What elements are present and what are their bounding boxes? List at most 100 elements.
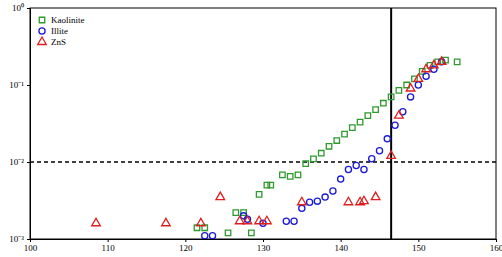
point [295, 172, 300, 177]
point [291, 218, 297, 224]
plot: 100 110 120 130 140 150 160 10⁻³ 10⁻² 10⁻¹ 10⁰ Kaol… [9, 3, 502, 253]
point [303, 161, 308, 166]
point [197, 218, 206, 225]
y-tick-label: 10⁰ [12, 3, 24, 13]
point [268, 182, 273, 187]
point [371, 192, 380, 199]
y-tick: 10⁻² [9, 157, 30, 167]
point [334, 138, 339, 143]
x-tick-mark [185, 239, 186, 242]
point [225, 230, 230, 235]
x-tick: 110 [102, 239, 116, 253]
point [344, 197, 353, 204]
point [387, 151, 396, 158]
x-tick-mark [496, 239, 497, 242]
x-tick: 130 [257, 239, 271, 253]
series [202, 59, 445, 239]
point [243, 216, 252, 223]
point [330, 188, 336, 194]
x-tick-mark [263, 239, 264, 242]
point [235, 216, 244, 223]
point [392, 122, 398, 128]
point [287, 174, 292, 179]
legend-entry: ZnS [38, 37, 66, 47]
point [216, 192, 225, 199]
legend-marker [38, 37, 47, 44]
x-tick-mark [418, 239, 419, 242]
reference-line-y [30, 161, 496, 163]
x-tick: 120 [179, 239, 193, 253]
legend-marker [39, 28, 45, 34]
point [298, 197, 307, 204]
x-tick-label: 110 [102, 243, 116, 253]
point [431, 66, 437, 72]
point [256, 192, 261, 197]
point [209, 233, 215, 239]
x-tick-label: 100 [24, 243, 38, 253]
point [361, 166, 367, 172]
x-tick: 100 [24, 239, 38, 253]
x-tick: 160 [490, 239, 502, 253]
y-axis-line [27, 9, 31, 240]
point [384, 136, 390, 142]
point [381, 100, 386, 105]
y-tick-label: 10⁻¹ [9, 80, 24, 90]
y-tick-mark [27, 8, 30, 9]
point [307, 199, 313, 205]
point [326, 144, 331, 149]
point [423, 73, 429, 79]
x-axis-line [31, 240, 497, 243]
x-tick: 140 [334, 239, 348, 253]
point [360, 196, 369, 203]
point [263, 216, 272, 223]
y-tick-mark [27, 239, 30, 240]
point [299, 205, 305, 211]
point [395, 111, 404, 118]
x-axis: 100 110 120 130 140 150 160 [24, 239, 502, 253]
point [92, 218, 101, 225]
x-tick-mark [108, 239, 109, 242]
point [350, 125, 355, 130]
legend-label: Kaolinite [51, 15, 85, 25]
legend-label: ZnS [51, 37, 66, 47]
point [365, 113, 370, 118]
point [357, 119, 362, 124]
data-area [30, 8, 496, 239]
x-tick-label: 140 [334, 243, 348, 253]
point [283, 218, 289, 224]
point [415, 82, 421, 88]
point [311, 156, 316, 161]
y-tick: 10⁻³ [9, 234, 30, 244]
y-tick: 10⁻¹ [9, 80, 30, 90]
point [280, 172, 285, 177]
y-tick-label: 10⁻³ [9, 234, 24, 244]
y-axis: 10⁻³ 10⁻² 10⁻¹ 10⁰ [9, 3, 30, 244]
y-tick-mark [27, 162, 30, 163]
legend: KaoliniteIlliteZnS [38, 15, 85, 47]
point [369, 156, 375, 162]
point [342, 131, 347, 136]
point [345, 166, 351, 172]
point [396, 88, 401, 93]
legend-entry: Kaolinite [39, 15, 84, 25]
point [376, 148, 382, 154]
point [338, 176, 344, 182]
point [373, 107, 378, 112]
point [322, 194, 328, 200]
x-tick: 150 [412, 239, 426, 253]
series [194, 57, 460, 235]
point [454, 59, 459, 64]
point [162, 218, 171, 225]
point [202, 233, 208, 239]
series [92, 57, 446, 226]
point [314, 198, 320, 204]
plot-frame [30, 8, 496, 239]
x-tick-label: 120 [179, 243, 193, 253]
point [353, 162, 359, 168]
x-tick-label: 160 [490, 243, 502, 253]
point [255, 216, 264, 223]
point [264, 182, 269, 187]
y-tick-mark [27, 85, 30, 86]
point [414, 74, 423, 81]
chart: 100 110 120 130 140 150 160 10⁻³ 10⁻² 10⁻¹ 10⁰ Kaol… [0, 0, 502, 257]
